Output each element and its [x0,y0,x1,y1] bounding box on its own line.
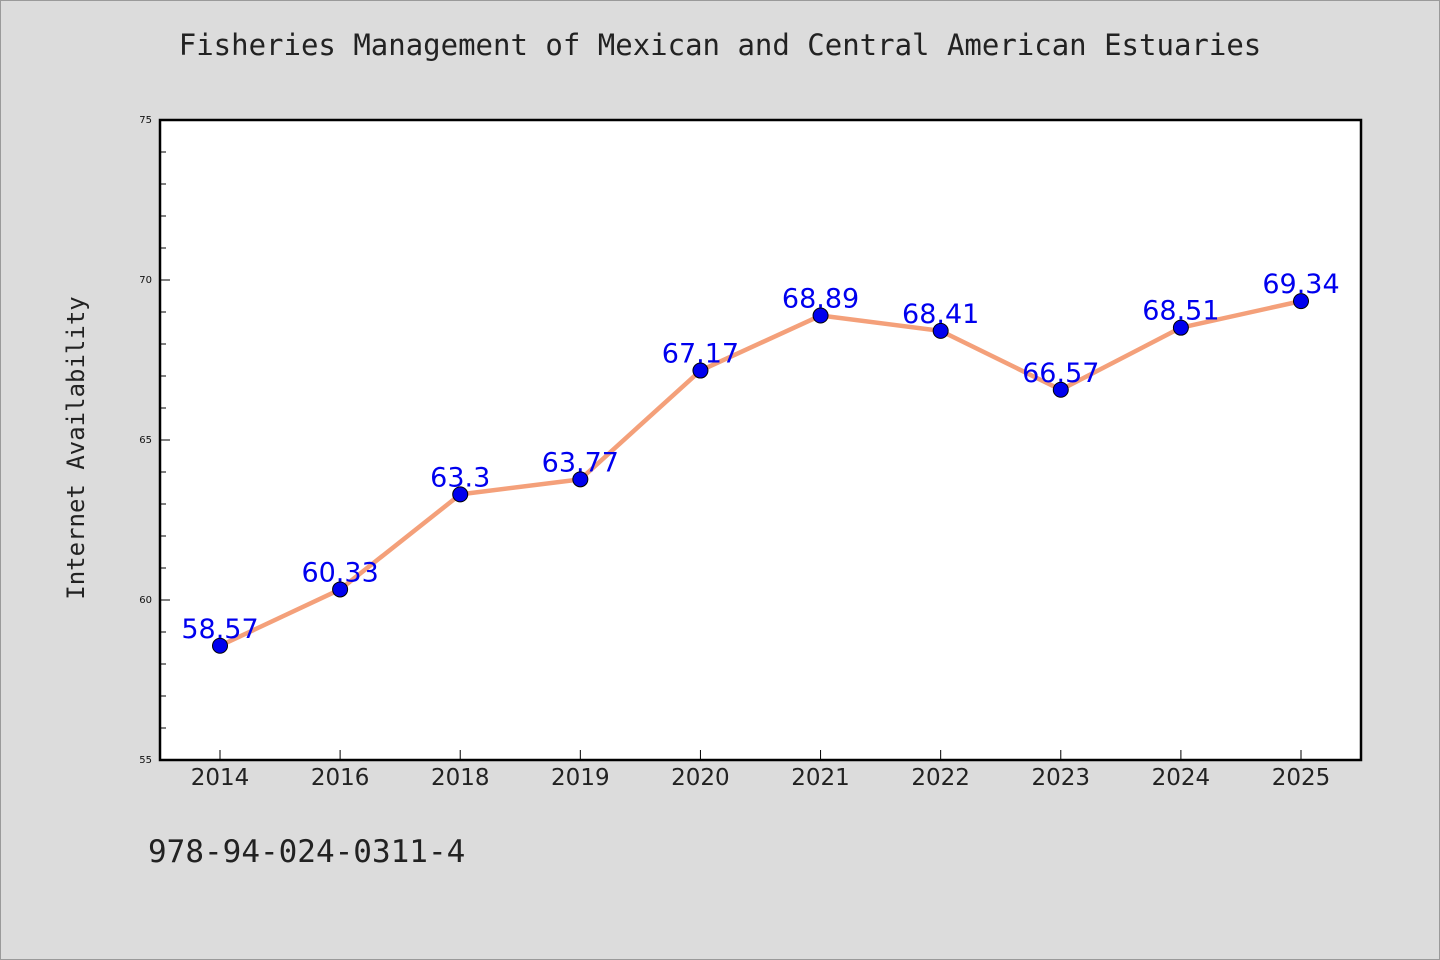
x-tick-label: 2022 [911,765,970,791]
x-tick-label: 2020 [671,765,730,791]
data-point [212,637,228,654]
data-point [1052,381,1069,398]
data-label: 67.17 [662,339,739,370]
x-tick-label: 2025 [1272,765,1331,791]
data-label: 63.77 [542,447,619,478]
data-label: 58.57 [181,614,258,645]
x-tick-label: 2024 [1152,765,1211,791]
data-point [572,471,589,488]
data-point [932,322,949,339]
data-label: 68.89 [782,284,859,315]
data-label: 63.3 [430,462,490,493]
y-tick-label: 60 [139,595,152,606]
data-label: 60.33 [301,557,378,588]
footnote-text: 978-94-024-0311-4 [148,834,466,870]
data-point [1172,319,1189,336]
data-label: 68.51 [1142,296,1219,327]
data-label: 66.57 [1022,358,1099,389]
data-point [332,581,349,598]
data-point [692,362,709,379]
series-line [217,298,1304,649]
x-tick-label: 2023 [1032,765,1091,791]
x-tick-label: 2019 [551,765,610,791]
chart-title: Fisheries Management of Mexican and Cent… [178,28,1262,62]
data-label: 68.41 [902,299,979,330]
data-label: 69.34 [1262,269,1339,300]
y-tick-label: 65 [139,435,152,446]
x-tick-label: 2021 [791,765,850,791]
data-point [452,486,469,503]
x-tick-label: 2016 [311,765,370,791]
plot-area [158,118,1363,762]
x-tick-label: 2018 [431,765,490,791]
data-point [1293,293,1309,310]
y-tick-label: 55 [139,755,152,766]
x-tick-label: 2014 [191,765,250,791]
y-tick-label: 75 [139,115,152,126]
y-tick-label: 70 [139,275,152,286]
data-point [812,307,829,324]
